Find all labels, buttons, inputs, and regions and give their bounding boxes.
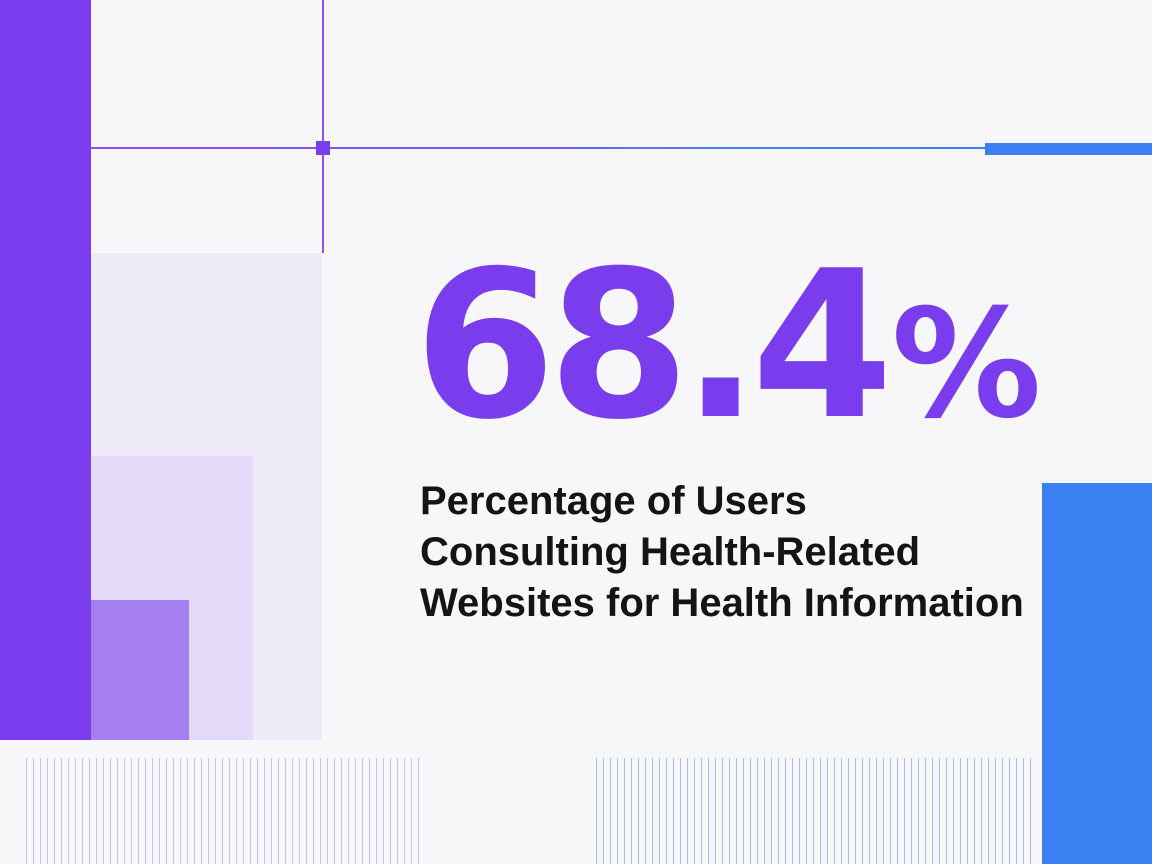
statistic-unit: % [891,278,1042,452]
horizontal-guide-line [91,147,986,149]
stripe-pattern-left [26,758,420,864]
stripe-pattern-right [596,758,1036,864]
statistic-caption: Percentage of Users Consulting Health-Re… [420,476,1030,629]
blue-accent-dash [985,143,1152,155]
left-purple-bar [0,0,91,740]
right-blue-bar [1042,483,1152,864]
vertical-guide-line [322,0,324,253]
headline-statistic: 68.4% [414,232,1042,462]
caption-line: Consulting Health-Related [420,530,921,574]
caption-line: Percentage of Users [420,479,807,523]
guide-intersection-square [316,141,330,155]
lavender-panel-small [91,600,189,740]
caption-line: Websites for Health Information [420,581,1024,625]
statistic-value: 68.4 [414,228,893,465]
